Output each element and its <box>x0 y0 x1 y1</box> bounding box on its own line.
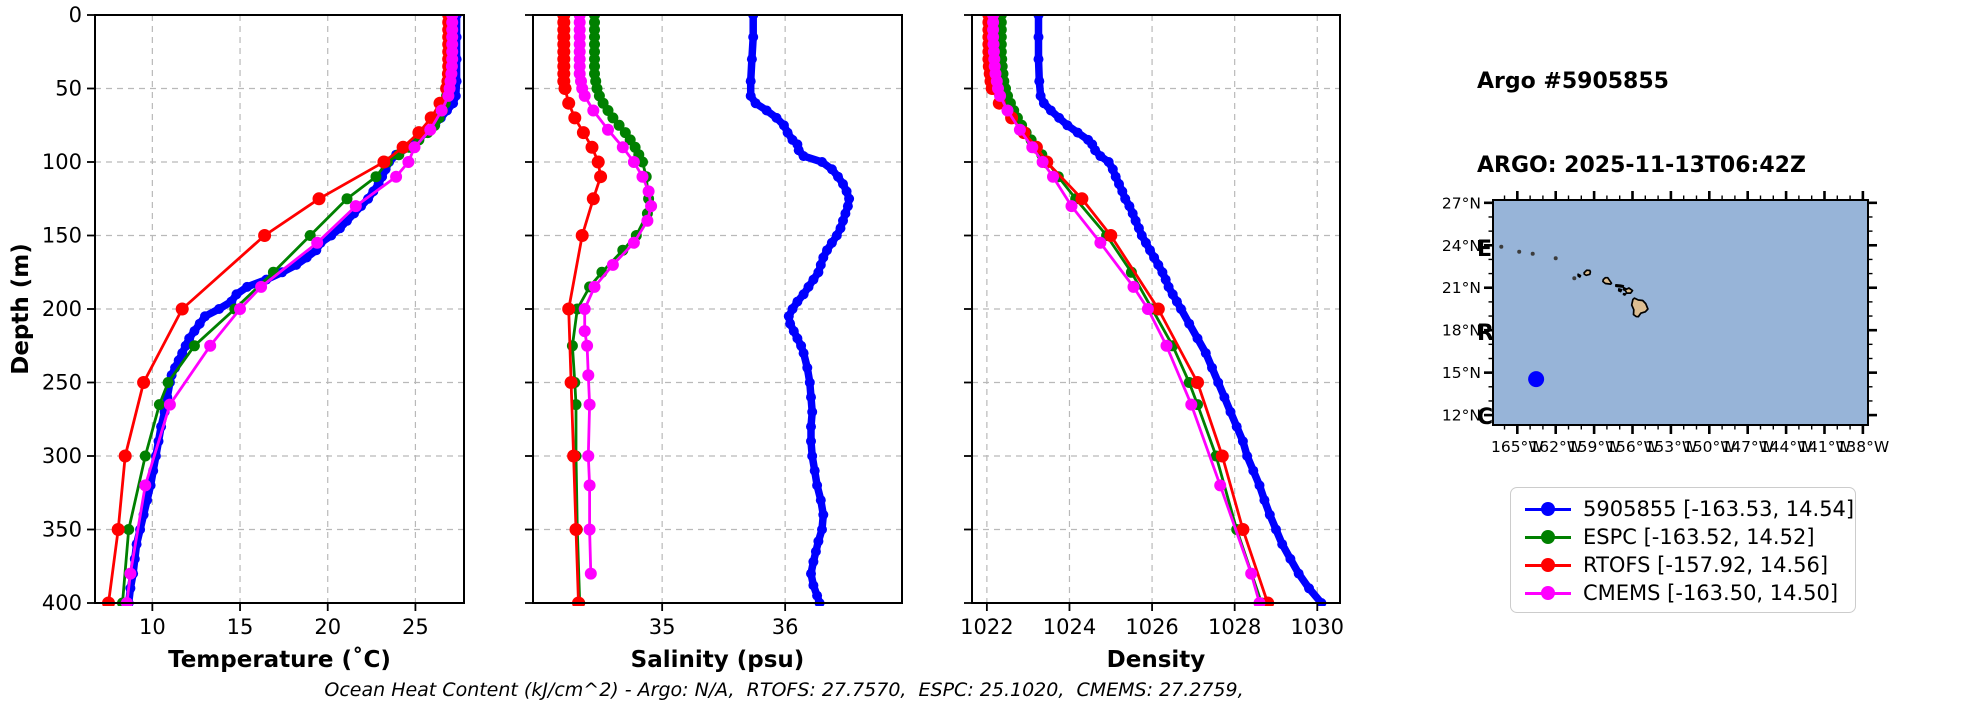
island-hawaii <box>1630 297 1649 318</box>
svg-text:144°W: 144°W <box>1760 438 1813 456</box>
legend-line-marker-icon <box>1525 586 1571 600</box>
island-oahu <box>1602 276 1613 285</box>
svg-text:165°W: 165°W <box>1491 438 1544 456</box>
svg-text:141°W: 141°W <box>1798 438 1851 456</box>
series-CMEMS <box>987 14 1266 606</box>
svg-text:10: 10 <box>139 615 166 639</box>
series-CMEMS <box>573 14 658 580</box>
svg-text:12°N: 12°N <box>1442 407 1481 425</box>
svg-text:18°N: 18°N <box>1442 322 1481 340</box>
svg-text:200: 200 <box>42 297 82 321</box>
island-lanai <box>1617 288 1623 293</box>
map-legend: 5905855 [-163.53, 14.54] ESPC [-163.52, … <box>1510 487 1856 613</box>
svg-text:100: 100 <box>42 150 82 174</box>
island-niihau <box>1577 273 1582 278</box>
legend-label: RTOFS [-157.92, 14.56] <box>1583 553 1829 577</box>
legend-line-marker-icon <box>1525 530 1571 544</box>
svg-text:36: 36 <box>772 615 799 639</box>
legend-line-marker-icon <box>1525 558 1571 572</box>
series-CMEMS <box>120 14 459 606</box>
svg-text:153°W: 153°W <box>1645 438 1698 456</box>
series-5905855 <box>745 14 855 606</box>
legend-item-argo: 5905855 [-163.53, 14.54] <box>1525 495 1855 523</box>
svg-text:1024: 1024 <box>1043 615 1096 639</box>
ohc-footer-text: Ocean Heat Content (kJ/cm^2) - Argo: N/A… <box>324 679 1244 701</box>
svg-text:20: 20 <box>314 615 341 639</box>
svg-text:15: 15 <box>227 615 254 639</box>
density-profile-chart: 1022 1024 1026 1028 1030 Density <box>960 14 1344 673</box>
svg-text:1026: 1026 <box>1125 615 1178 639</box>
svg-text:147°W: 147°W <box>1721 438 1774 456</box>
svg-text:162°W: 162°W <box>1529 438 1582 456</box>
island-molokai <box>1615 284 1625 288</box>
svg-text:Density: Density <box>1107 647 1206 673</box>
svg-text:250: 250 <box>42 371 82 395</box>
svg-text:150°W: 150°W <box>1683 438 1736 456</box>
svg-text:1028: 1028 <box>1208 615 1261 639</box>
svg-text:Salinity (psu): Salinity (psu) <box>631 647 805 673</box>
gridlines <box>533 14 902 604</box>
gridlines <box>95 14 464 604</box>
ocean-area <box>1493 200 1868 425</box>
island-maui <box>1622 286 1634 294</box>
svg-text:25: 25 <box>402 615 429 639</box>
location-map: 165°W162°W159°W156°W153°W150°W147°W144°W… <box>1442 191 1890 456</box>
series-RTOFS <box>557 14 608 606</box>
svg-text:27°N: 27°N <box>1442 194 1481 212</box>
island-kahoolawe <box>1622 292 1627 296</box>
svg-text:138°W: 138°W <box>1837 438 1890 456</box>
float-title: Argo #5905855 <box>1477 69 1669 94</box>
svg-text:50: 50 <box>55 77 82 101</box>
series-5905855 <box>1033 14 1327 606</box>
svg-text:24°N: 24°N <box>1442 237 1481 255</box>
legend-label: CMEMS [-163.50, 14.50] <box>1583 581 1839 605</box>
svg-text:35: 35 <box>649 615 676 639</box>
float-position-marker <box>1528 371 1545 388</box>
legend-label: 5905855 [-163.53, 14.54] <box>1583 497 1855 521</box>
svg-text:150: 150 <box>42 224 82 248</box>
svg-text:0: 0 <box>69 3 82 27</box>
svg-text:400: 400 <box>42 591 82 615</box>
header-argo-time: ARGO: 2025-11-13T06:42Z <box>1477 153 1806 178</box>
legend-item-rtofs: RTOFS [-157.92, 14.56] <box>1525 551 1855 579</box>
legend-line-marker-icon <box>1525 502 1571 516</box>
svg-text:156°W: 156°W <box>1606 438 1659 456</box>
legend-label: ESPC [-163.52, 14.52] <box>1583 525 1815 549</box>
svg-text:300: 300 <box>42 444 82 468</box>
svg-text:1030: 1030 <box>1291 615 1344 639</box>
island-kauai <box>1583 269 1592 277</box>
svg-text:21°N: 21°N <box>1442 279 1481 297</box>
svg-text:Temperature (˚C): Temperature (˚C) <box>168 646 391 673</box>
svg-text:1022: 1022 <box>960 615 1013 639</box>
svg-text:15°N: 15°N <box>1442 364 1481 382</box>
legend-item-espc: ESPC [-163.52, 14.52] <box>1525 523 1855 551</box>
salinity-profile-chart: 35 36 Salinity (psu) <box>525 14 903 673</box>
svg-text:159°W: 159°W <box>1568 438 1621 456</box>
svg-text:Depth (m): Depth (m) <box>8 243 34 375</box>
legend-item-cmems: CMEMS [-163.50, 14.50] <box>1525 579 1855 607</box>
temperature-profile-chart: 10 15 20 25050100150200250300350400Temperat… <box>8 3 465 673</box>
svg-text:350: 350 <box>42 518 82 542</box>
